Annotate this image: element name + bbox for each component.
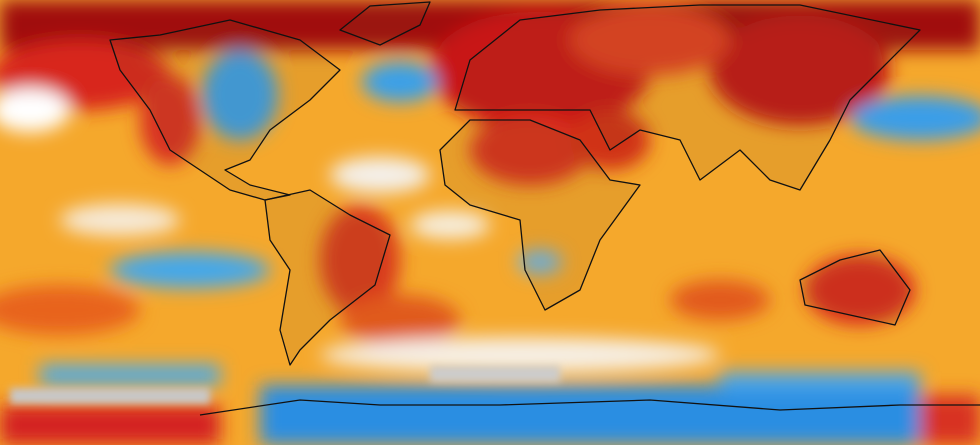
cool-patch bbox=[362, 62, 438, 102]
cool-patch bbox=[202, 50, 278, 140]
coastlines bbox=[109, 1, 980, 416]
warm-patch bbox=[805, 255, 915, 325]
no-data-strip bbox=[10, 388, 210, 404]
cool-patch bbox=[518, 250, 562, 274]
warm-patch bbox=[570, 110, 650, 170]
warm-patch bbox=[0, 405, 220, 445]
warm-patch bbox=[570, 5, 730, 75]
warm-patch bbox=[670, 280, 770, 320]
eurasia bbox=[454, 4, 921, 191]
greenland bbox=[339, 1, 431, 46]
antarctic-cool bbox=[260, 385, 920, 445]
africa bbox=[439, 119, 641, 311]
neutral-patch bbox=[320, 337, 720, 373]
neutral-patch bbox=[60, 204, 180, 236]
no-data-strip bbox=[430, 366, 560, 382]
missing-data bbox=[10, 366, 560, 404]
warm-patch bbox=[340, 295, 460, 345]
north-america bbox=[109, 19, 341, 201]
antarctica bbox=[199, 399, 980, 416]
australia bbox=[799, 249, 911, 326]
warm-patch bbox=[0, 285, 140, 335]
cool-patch bbox=[40, 365, 220, 385]
neutral-patch bbox=[410, 211, 490, 239]
warm-patch bbox=[320, 205, 400, 315]
cool-patch bbox=[850, 96, 980, 140]
south-america bbox=[264, 189, 391, 366]
neutral-patch bbox=[0, 88, 70, 132]
warm-patch bbox=[710, 15, 890, 125]
cool-patch bbox=[720, 372, 920, 390]
warm-patch bbox=[140, 75, 200, 165]
neutral-patch bbox=[330, 157, 430, 193]
cool-patch bbox=[110, 252, 270, 288]
